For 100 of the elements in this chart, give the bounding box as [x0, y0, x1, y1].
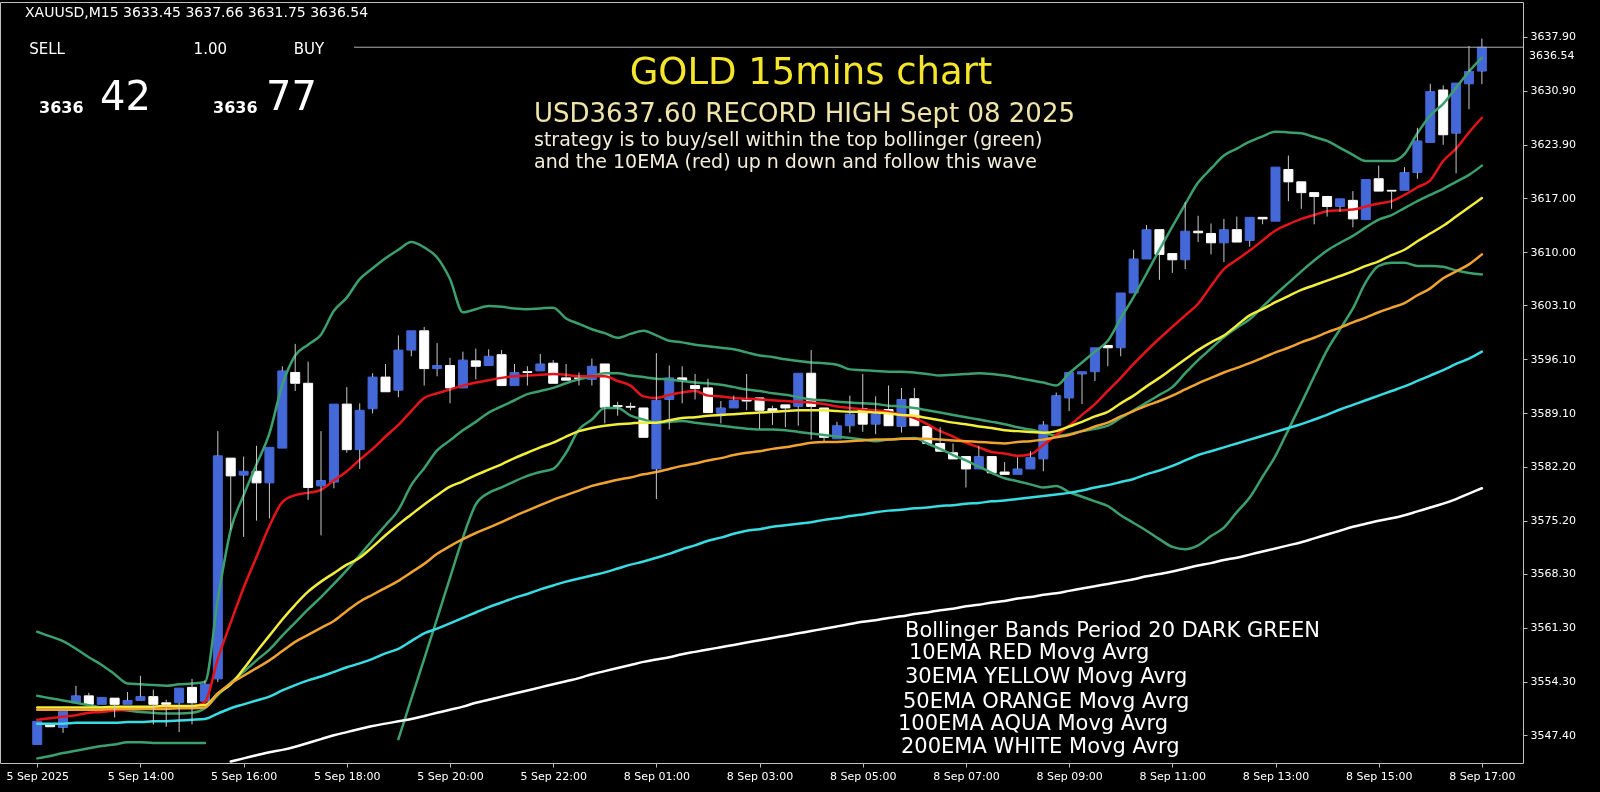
annotation: 100EMA AQUA Movg Avrg — [898, 711, 1169, 735]
candlestick — [1115, 292, 1126, 357]
candlestick — [1399, 166, 1410, 191]
y-tick-label: 3575.20 — [1530, 514, 1576, 528]
candlestick — [561, 363, 572, 381]
annotation: 30EMA YELLOW Movg Avrg — [905, 664, 1188, 688]
candlestick — [690, 373, 701, 400]
x-tick-label: 8 Sep 13:00 — [1242, 769, 1310, 783]
annotation: BUY — [293, 39, 326, 58]
candlestick — [1064, 371, 1075, 412]
candlestick — [844, 395, 855, 434]
candlestick — [32, 720, 43, 745]
y-tick-label: 3623.90 — [1530, 138, 1576, 152]
candlestick — [1438, 84, 1449, 146]
ref-line-label: 3636.54 — [1529, 49, 1575, 63]
y-tick-label: 3596.10 — [1530, 352, 1576, 366]
annotation: 200EMA WHITE Movg Avrg — [901, 734, 1180, 758]
y-tick-label: 3582.20 — [1530, 460, 1576, 474]
x-tick-label: 5 Sep 20:00 — [417, 769, 484, 783]
text: GOLD 15mins chart — [629, 50, 993, 93]
annotation: 3636 — [39, 98, 84, 117]
candlestick — [470, 348, 481, 380]
candlestick — [535, 353, 546, 372]
x-tick-label: 5 Sep 22:00 — [520, 769, 587, 783]
candlestick — [1386, 189, 1397, 210]
candlestick — [187, 678, 198, 725]
annotation: 77 — [266, 73, 317, 119]
candlestick — [1244, 216, 1255, 248]
candlestick — [483, 348, 494, 367]
y-tick-label: 3637.90 — [1530, 30, 1576, 44]
annotation: 3636 — [213, 98, 258, 117]
annotation: and the 10EMA (red) up n down and follow this wave — [534, 150, 1037, 172]
candlestick — [1373, 165, 1384, 192]
candlestick — [83, 692, 94, 705]
x-tick-label: 8 Sep 09:00 — [1036, 769, 1103, 783]
candlestick — [341, 386, 352, 454]
y-tick-label: 3554.30 — [1530, 675, 1576, 689]
x-tick-label: 8 Sep 07:00 — [933, 769, 1000, 783]
candlestick — [702, 378, 713, 414]
candlestick — [870, 395, 881, 435]
candlestick — [1322, 195, 1333, 218]
candlestick — [406, 330, 417, 357]
candlestick — [1296, 181, 1307, 210]
x-tick-label: 8 Sep 11:00 — [1139, 769, 1207, 783]
annotation: 50EMA ORANGE Movg Avrg — [903, 689, 1190, 713]
text: USD3637.60 RECORD HIGH Sept 08 2025 — [534, 98, 1075, 128]
candlestick — [238, 456, 249, 538]
x-tick-label: 8 Sep 17:00 — [1449, 769, 1516, 783]
candlestick — [1231, 216, 1242, 243]
candlestick — [109, 697, 120, 718]
y-tick-label: 3547.40 — [1530, 728, 1576, 742]
candlestick — [1283, 155, 1294, 202]
x-tick-label: 8 Sep 03:00 — [726, 769, 794, 783]
candlestick — [1412, 127, 1423, 180]
candlestick — [1180, 201, 1191, 270]
candlestick — [1141, 224, 1152, 260]
candlestick — [419, 326, 430, 387]
candlestick — [1012, 456, 1023, 475]
candlestick — [393, 334, 404, 398]
candlestick — [251, 445, 262, 522]
candlestick — [354, 402, 365, 470]
candlestick — [328, 403, 339, 489]
candlestick — [612, 401, 623, 417]
candlestick — [1451, 82, 1462, 174]
candlestick — [316, 430, 327, 536]
x-tick-label: 5 Sep 16:00 — [210, 769, 278, 783]
annotation: 42 — [100, 73, 151, 119]
y-tick-label: 3630.90 — [1530, 84, 1576, 98]
candlestick — [1025, 450, 1036, 470]
y-tick-label: 3568.30 — [1530, 567, 1576, 581]
candlestick — [303, 361, 314, 501]
candlestick — [1051, 392, 1062, 427]
candlestick — [457, 351, 468, 389]
y-tick-label: 3603.10 — [1530, 298, 1576, 312]
candlestick — [432, 342, 443, 377]
candlestick — [1218, 218, 1229, 263]
candlestick — [1206, 223, 1217, 255]
candlestick — [1309, 192, 1320, 225]
y-tick-label: 3617.00 — [1530, 191, 1576, 205]
candlestick — [380, 363, 391, 393]
x-tick-label: 8 Sep 15:00 — [1345, 769, 1413, 783]
candlestick — [290, 343, 301, 392]
candlestick — [225, 457, 236, 531]
candlestick — [135, 675, 146, 701]
annotation: SELL — [29, 39, 66, 58]
candlestick — [174, 687, 185, 733]
candlestick — [1257, 216, 1268, 225]
annotation: 10EMA RED Movg Avrg — [909, 640, 1150, 664]
candlestick — [715, 400, 726, 424]
candlestick — [161, 699, 172, 728]
candlestick — [522, 365, 533, 387]
candlestick — [1128, 249, 1139, 294]
annotation: 1.00 — [193, 39, 227, 58]
y-tick-label: 3561.30 — [1530, 621, 1576, 635]
candlestick — [496, 349, 507, 387]
annotation: XAUUSD,M15 3633.45 3637.66 3631.75 3636.54 — [25, 4, 369, 20]
y-tick-label: 3589.10 — [1530, 406, 1576, 420]
candlestick — [264, 446, 275, 519]
x-tick-label: 5 Sep 14:00 — [107, 769, 175, 783]
x-tick-label: 5 Sep 2025 — [6, 769, 70, 783]
